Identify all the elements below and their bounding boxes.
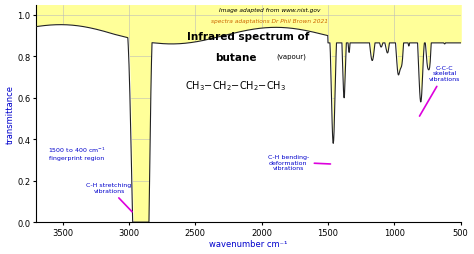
Text: (vapour): (vapour) (276, 53, 306, 60)
Text: C-C-C
skeletal
vibrations: C-C-C skeletal vibrations (419, 65, 460, 117)
Text: 1500 to 400 cm$^{-1}$
fingerprint region: 1500 to 400 cm$^{-1}$ fingerprint region (47, 145, 105, 161)
Text: Image adapted from www.nist.gov: Image adapted from www.nist.gov (219, 8, 320, 13)
X-axis label: wavenumber cm⁻¹: wavenumber cm⁻¹ (209, 240, 288, 248)
Text: C-H stretching
vibrations: C-H stretching vibrations (86, 183, 132, 212)
Text: CH$_3$$-$CH$_2$$-$CH$_2$$-$CH$_3$: CH$_3$$-$CH$_2$$-$CH$_2$$-$CH$_3$ (185, 79, 286, 93)
Text: C-H bending-
deformation
vibrations: C-H bending- deformation vibrations (267, 154, 330, 171)
Y-axis label: transmittance: transmittance (6, 85, 15, 143)
Text: butane: butane (215, 53, 256, 63)
Text: Infrared spectrum of: Infrared spectrum of (187, 31, 310, 41)
Text: spectra adaptations Dr Phil Brown 2021: spectra adaptations Dr Phil Brown 2021 (211, 19, 328, 24)
